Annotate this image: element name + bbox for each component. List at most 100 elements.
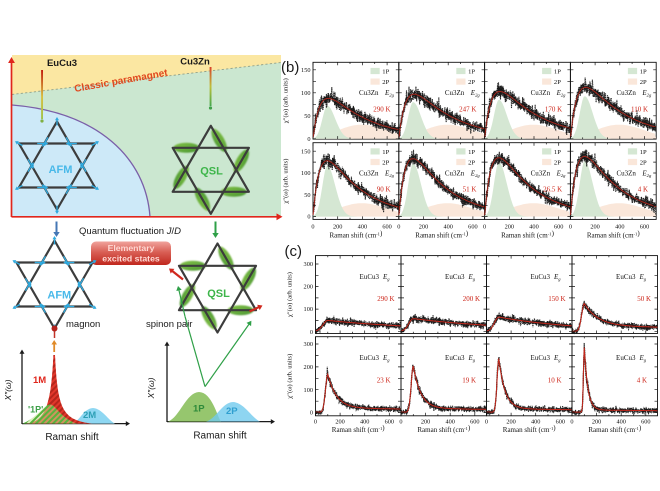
svg-text:400: 400 <box>445 419 454 426</box>
svg-text:600: 600 <box>470 419 479 426</box>
svg-text:600: 600 <box>468 224 477 231</box>
svg-text:600: 600 <box>385 419 394 426</box>
svg-text:200: 200 <box>506 419 515 426</box>
svg-text:600: 600 <box>554 224 563 231</box>
svg-text:1P: 1P <box>640 149 647 156</box>
svg-text:247 K: 247 K <box>459 105 476 113</box>
svg-text:200: 200 <box>590 224 599 231</box>
svg-text:Cu3Zn: Cu3Zn <box>359 169 379 177</box>
svg-text:E2g: E2g <box>470 169 481 178</box>
svg-text:1P: 1P <box>193 404 205 415</box>
svg-text:600: 600 <box>556 419 565 426</box>
svg-text:200: 200 <box>304 284 313 291</box>
svg-text:0: 0 <box>307 214 310 221</box>
svg-text:90 K: 90 K <box>377 186 391 194</box>
svg-text:Quantum fluctuation J/D: Quantum fluctuation J/D <box>79 226 181 237</box>
svg-text:Raman shift (cm-1): Raman shift (cm-1) <box>332 424 385 434</box>
svg-text:EuCu3: EuCu3 <box>616 273 636 281</box>
svg-text:170 K: 170 K <box>545 105 562 113</box>
svg-text:110 K: 110 K <box>631 105 648 113</box>
svg-text:Eg: Eg <box>553 354 561 363</box>
svg-text:100: 100 <box>304 387 313 394</box>
svg-text:Raman shift (cm-1): Raman shift (cm-1) <box>415 229 468 239</box>
svg-text:Cu3Zn: Cu3Zn <box>616 169 636 177</box>
svg-text:200: 200 <box>419 224 428 231</box>
svg-text:200: 200 <box>304 364 313 371</box>
svg-text:1P: 1P <box>468 69 475 76</box>
svg-text:23 K: 23 K <box>377 376 391 384</box>
svg-text:2P: 2P <box>226 406 238 417</box>
svg-text:'1P': '1P' <box>28 405 43 415</box>
svg-text:E2g: E2g <box>384 169 395 178</box>
svg-text:600: 600 <box>382 224 391 231</box>
svg-text:600: 600 <box>640 224 649 231</box>
svg-text:Cu3Zn: Cu3Zn <box>445 169 465 177</box>
svg-text:Raman shift (cm-1): Raman shift (cm-1) <box>588 424 641 434</box>
svg-text:E2g: E2g <box>556 169 567 178</box>
svg-text:Cu3Zn: Cu3Zn <box>445 89 465 97</box>
svg-text:150: 150 <box>301 148 310 155</box>
svg-text:200 K: 200 K <box>463 295 480 303</box>
svg-text:0: 0 <box>311 224 314 231</box>
svg-text:EuCu3: EuCu3 <box>531 354 551 362</box>
svg-text:290 K: 290 K <box>373 105 390 113</box>
svg-text:400: 400 <box>615 224 624 231</box>
svg-text:4 K: 4 K <box>638 186 648 194</box>
svg-text:200: 200 <box>505 224 514 231</box>
svg-text:χ″(ω) (arb. units): χ″(ω) (arb. units) <box>287 272 294 317</box>
svg-text:(c): (c) <box>285 243 303 260</box>
svg-text:EuCu3: EuCu3 <box>445 354 465 362</box>
svg-text:1P: 1P <box>382 149 389 156</box>
svg-text:Elementary: Elementary <box>108 243 155 253</box>
svg-text:(b): (b) <box>281 59 299 76</box>
svg-text:Eg: Eg <box>639 354 647 363</box>
svg-text:EuCu3: EuCu3 <box>531 273 551 281</box>
svg-text:X″(ω): X″(ω) <box>3 379 13 401</box>
svg-text:1P: 1P <box>468 149 475 156</box>
svg-text:50: 50 <box>304 192 310 199</box>
svg-text:2M: 2M <box>83 410 96 421</box>
svg-text:spinon pair: spinon pair <box>146 319 192 330</box>
svg-text:2P: 2P <box>382 160 389 167</box>
svg-text:EuCu3: EuCu3 <box>360 273 380 281</box>
svg-text:Cu3Zn: Cu3Zn <box>359 89 379 97</box>
svg-text:200: 200 <box>335 419 344 426</box>
svg-text:1P: 1P <box>554 69 561 76</box>
svg-text:χ″(ω) (arb. units): χ″(ω) (arb. units) <box>283 78 290 123</box>
svg-text:Eg: Eg <box>553 273 561 282</box>
svg-text:E2g: E2g <box>641 89 652 98</box>
svg-text:400: 400 <box>531 419 540 426</box>
svg-text:Raman shift (cm-1): Raman shift (cm-1) <box>587 229 640 239</box>
svg-text:0: 0 <box>483 224 486 231</box>
svg-text:2P: 2P <box>468 79 475 86</box>
svg-text:0: 0 <box>570 419 573 426</box>
svg-text:51 K: 51 K <box>463 186 477 194</box>
svg-text:200: 200 <box>592 419 601 426</box>
svg-text:2P: 2P <box>640 79 647 86</box>
svg-text:Cu3Zn: Cu3Zn <box>531 89 551 97</box>
svg-text:2P: 2P <box>554 79 561 86</box>
svg-text:Eg: Eg <box>468 354 476 363</box>
svg-text:Raman shift: Raman shift <box>193 431 247 442</box>
svg-text:χ″(ω) (arb. units): χ″(ω) (arb. units) <box>283 159 290 204</box>
svg-text:100: 100 <box>304 306 313 313</box>
svg-text:Cu3Zn: Cu3Zn <box>180 57 210 68</box>
svg-text:Raman shift (cm-1): Raman shift (cm-1) <box>417 424 470 434</box>
svg-text:150 K: 150 K <box>548 295 565 303</box>
svg-text:2P: 2P <box>640 160 647 167</box>
svg-text:400: 400 <box>529 224 538 231</box>
svg-text:Raman shift: Raman shift <box>45 432 99 443</box>
svg-text:19 K: 19 K <box>462 376 476 384</box>
svg-text:0: 0 <box>397 224 400 231</box>
svg-text:400: 400 <box>443 224 452 231</box>
svg-text:excited states: excited states <box>102 254 160 264</box>
svg-text:χ″(ω) (arb. units): χ″(ω) (arb. units) <box>287 354 294 399</box>
svg-text:Eg: Eg <box>468 273 476 282</box>
svg-text:4 K: 4 K <box>637 376 647 384</box>
svg-text:QSL: QSL <box>200 166 223 178</box>
svg-text:50: 50 <box>304 113 310 120</box>
svg-text:0: 0 <box>310 329 313 336</box>
svg-text:Cu3Zn: Cu3Zn <box>531 169 551 177</box>
svg-text:EuCu3: EuCu3 <box>47 58 77 69</box>
svg-text:1P: 1P <box>382 69 389 76</box>
